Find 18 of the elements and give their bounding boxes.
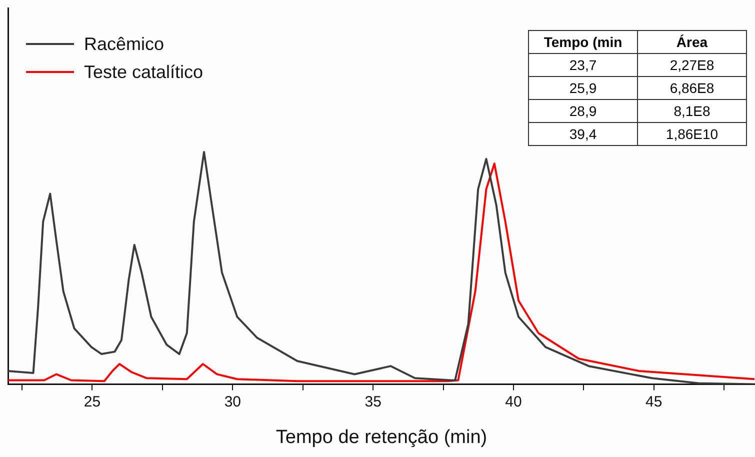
text: 25,9: [528, 76, 638, 100]
x-axis-title: Tempo de retenção (min): [276, 426, 488, 448]
text: 39,4: [528, 122, 638, 146]
text: 2,27E8: [638, 54, 746, 76]
x-tick-label: 30: [224, 393, 242, 410]
text: Tempo (min: [528, 30, 638, 54]
x-tick-label: 35: [364, 393, 382, 410]
text: 28,9: [528, 100, 638, 122]
legend-label: Teste catalítico: [83, 60, 204, 84]
x-tick-label: 45: [646, 393, 662, 410]
x-tick-label: 25: [84, 393, 101, 410]
text: 23,7: [528, 54, 638, 76]
text: 8,1E8: [638, 100, 746, 122]
text: 1,86E10: [638, 122, 746, 146]
legend-label: Racêmico: [83, 32, 166, 56]
text: 6,86E8: [638, 76, 746, 100]
text: Área: [638, 30, 746, 54]
x-tick-label: 40: [505, 393, 522, 410]
